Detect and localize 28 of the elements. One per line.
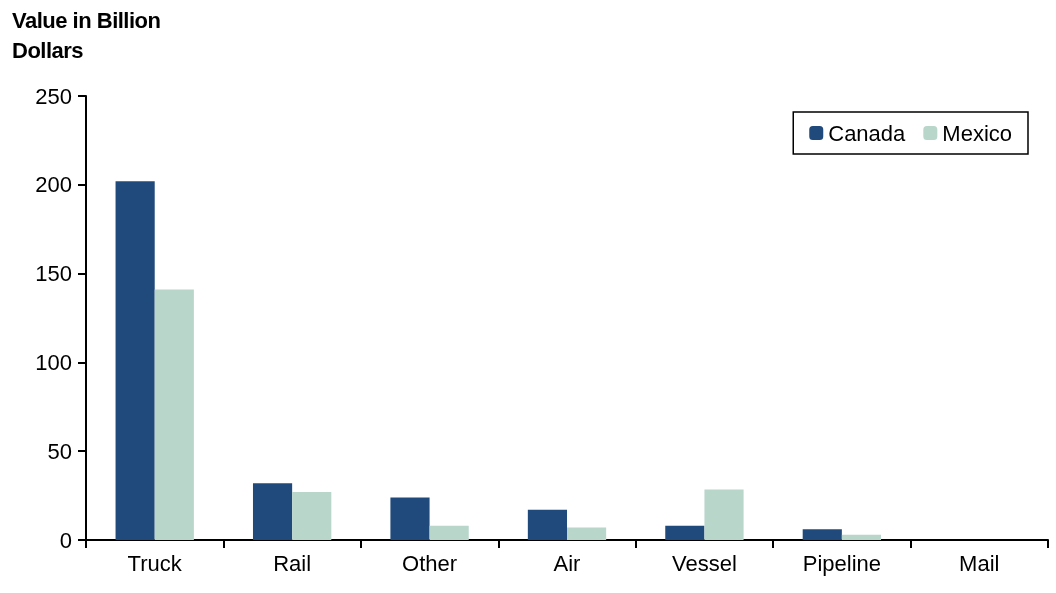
- y-axis-title: Value in Billion Dollars: [12, 7, 162, 65]
- bar: [429, 525, 469, 540]
- x-tick-label: Pipeline: [802, 550, 881, 576]
- x-tick-label: Air: [553, 550, 581, 576]
- bar: [665, 525, 705, 540]
- y-tick-label: 200: [35, 172, 72, 198]
- x-tick-label: Mail: [959, 550, 1000, 576]
- y-tick-label: 50: [47, 438, 72, 464]
- x-tick-label: Vessel: [672, 550, 737, 576]
- bar: [252, 483, 293, 540]
- bar: [390, 497, 430, 540]
- bar: [704, 489, 744, 540]
- x-tick-label: Truck: [127, 550, 183, 576]
- bar: [802, 529, 842, 540]
- bar: [154, 289, 194, 540]
- bar: [292, 492, 332, 540]
- y-tick-label: 250: [35, 83, 72, 109]
- bar: [115, 181, 155, 540]
- legend-label: Mexico: [942, 120, 1012, 146]
- y-tick-label: 0: [59, 527, 72, 553]
- y-tick-label: 100: [35, 349, 72, 375]
- legend-label: Canada: [828, 120, 907, 146]
- bar: [527, 509, 567, 540]
- y-tick-label: 150: [35, 261, 72, 287]
- x-tick-label: Other: [402, 550, 458, 576]
- bar: [841, 534, 882, 540]
- bar: [567, 527, 607, 540]
- x-tick-label: Rail: [273, 550, 312, 576]
